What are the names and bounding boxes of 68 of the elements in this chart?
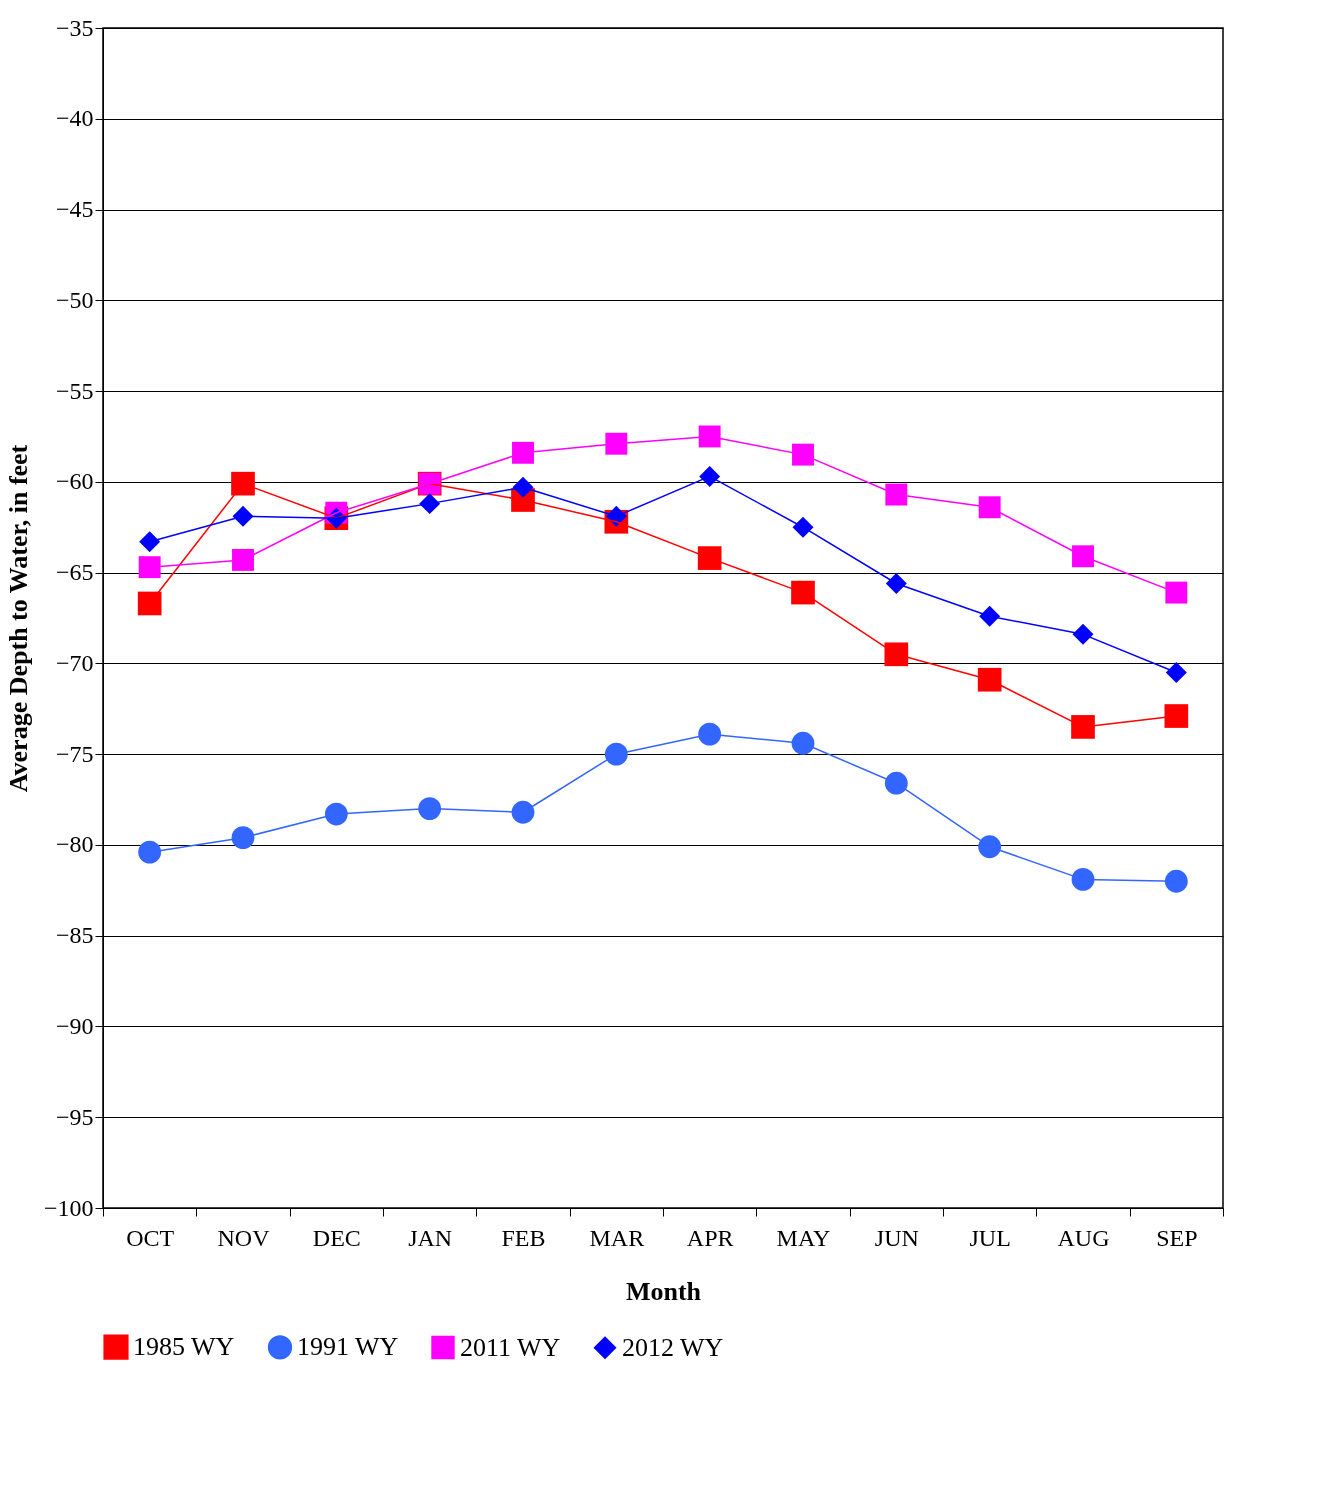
- point: [1165, 581, 1188, 604]
- point: [1165, 661, 1187, 683]
- y-tick-label: −65: [55, 559, 94, 586]
- point: [885, 483, 908, 506]
- legend-label: 2011 WY: [460, 1332, 561, 1362]
- x-tick-label: NOV: [217, 1224, 271, 1251]
- point: [1164, 869, 1188, 893]
- point: [418, 797, 442, 820]
- x-tick-label: FEB: [501, 1224, 546, 1251]
- y-tick-label: −40: [55, 105, 94, 132]
- point: [604, 742, 628, 766]
- point: [697, 546, 722, 570]
- x-tick-label: SEP: [1156, 1224, 1198, 1251]
- y-tick-label: −50: [55, 286, 94, 313]
- point: [792, 443, 814, 466]
- y-tick-label: −80: [55, 831, 94, 858]
- legend-label: 2012 WY: [622, 1332, 724, 1362]
- point: [511, 800, 535, 824]
- x-tick-label: JUN: [874, 1224, 919, 1251]
- point: [978, 835, 1002, 859]
- point: [1072, 545, 1094, 568]
- y-tick-label: −60: [55, 468, 94, 495]
- point: [1071, 715, 1095, 739]
- point: [1071, 868, 1095, 891]
- y-tick-label: −35: [55, 14, 94, 41]
- x-tick-label: DEC: [312, 1224, 361, 1251]
- x-tick-label: MAY: [776, 1224, 831, 1251]
- y-tick-label: −95: [55, 1103, 94, 1130]
- point: [698, 722, 722, 746]
- y-tick-label: −55: [55, 377, 94, 404]
- point: [231, 471, 255, 496]
- point: [884, 771, 908, 795]
- x-tick-label: AUG: [1057, 1224, 1110, 1251]
- point: [885, 573, 907, 594]
- point: [232, 505, 254, 527]
- point: [139, 531, 161, 553]
- y-tick-label: −70: [55, 649, 94, 676]
- point: [512, 441, 534, 464]
- x-tick-label: MAR: [589, 1224, 645, 1251]
- x-tick-label: JAN: [408, 1224, 453, 1251]
- point: [791, 580, 815, 605]
- point: [231, 826, 255, 850]
- point: [324, 802, 348, 826]
- y-tick-label: −85: [55, 922, 94, 949]
- y-tick-label: −45: [55, 196, 94, 223]
- x-tick-label: APR: [686, 1224, 734, 1251]
- point: [977, 667, 1002, 692]
- point: [232, 548, 254, 571]
- point: [791, 731, 815, 755]
- point: [138, 556, 161, 579]
- x-axis-title: Month: [625, 1276, 702, 1306]
- point: [1164, 704, 1189, 728]
- point: [699, 465, 721, 487]
- x-tick-label: JUL: [969, 1224, 1011, 1251]
- point: [884, 642, 909, 667]
- legend-label: 1985 WY: [133, 1332, 235, 1362]
- y-tick-label: −90: [55, 1012, 94, 1039]
- point: [512, 476, 534, 498]
- point: [978, 496, 1001, 519]
- x-tick-label: OCT: [126, 1224, 175, 1251]
- point: [979, 605, 1001, 627]
- point: [137, 591, 162, 616]
- point: [138, 840, 162, 864]
- y-tick-label: −100: [43, 1194, 94, 1221]
- y-tick-label: −75: [55, 740, 94, 767]
- point: [605, 432, 628, 455]
- y-axis-title: Average Depth to Water, in feet: [3, 444, 33, 793]
- legend-label: 1991 WY: [297, 1332, 399, 1362]
